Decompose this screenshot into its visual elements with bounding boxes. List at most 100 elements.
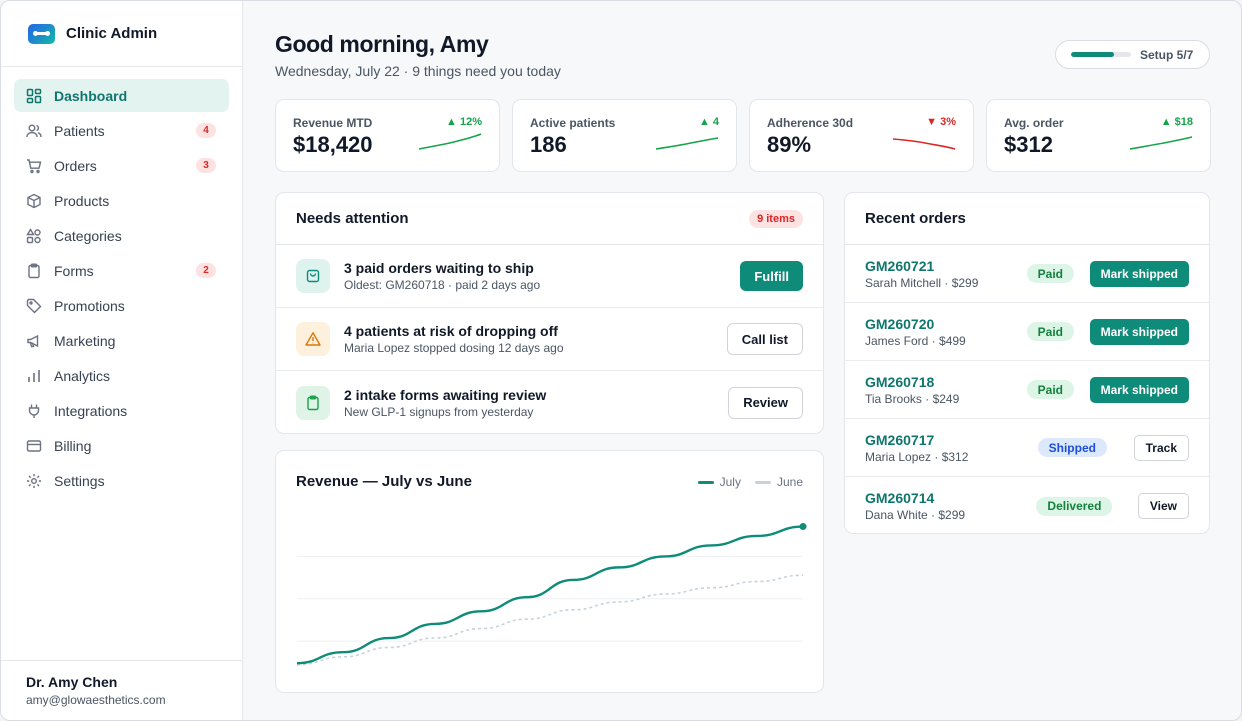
status-badge: Paid (1026, 380, 1074, 399)
tag-icon (26, 298, 42, 314)
order-row: GM260721 Sarah Mitchell · $299 Paid Mark … (845, 245, 1209, 303)
status-badge: Paid (1026, 322, 1074, 341)
attention-item: 2 intake forms awaiting review New GLP-1… (276, 371, 823, 433)
sidebar-item-categories[interactable]: Categories (14, 219, 229, 252)
kpi-label: Active patients (530, 116, 616, 130)
order-row: GM260717 Maria Lopez · $312 Shipped Track (845, 419, 1209, 477)
dashboard-icon (26, 88, 42, 104)
sidebar-item-patients[interactable]: Patients 4 (14, 114, 229, 147)
order-id-link[interactable]: GM260720 (865, 315, 935, 332)
order-customer: Sarah Mitchell · $299 (865, 275, 979, 290)
main-content: Good morning, Amy Wednesday, July 22 · 9… (243, 1, 1241, 720)
status-badge: Shipped (1037, 438, 1107, 457)
sidebar-item-label: Settings (54, 472, 105, 489)
legend-label: June (776, 475, 803, 489)
fulfill-button[interactable]: Fulfill (740, 261, 803, 291)
kpi-sparkline (655, 137, 719, 150)
sidebar-item-marketing[interactable]: Marketing (14, 324, 229, 357)
recent-orders-card: Recent orders GM260721 Sarah Mitchell · $… (844, 192, 1210, 534)
box-icon (26, 193, 42, 209)
attention-title: 2 intake forms awaiting review (344, 386, 547, 403)
kpi-card-revenue[interactable]: Revenue MTD $18,420 ▲ 12% (275, 99, 500, 172)
view-button[interactable]: View (1137, 493, 1189, 519)
order-customer: Dana White · $299 (865, 508, 966, 522)
kpi-delta: ▲ $18 (1160, 116, 1193, 128)
mark-shipped-button[interactable]: Mark shipped (1089, 318, 1189, 345)
attention-item: 3 paid orders waiting to ship Oldest: GM… (276, 245, 823, 308)
megaphone-icon (26, 333, 42, 349)
users-icon (26, 123, 42, 139)
series-line-july (296, 525, 804, 665)
mark-shipped-button[interactable]: Mark shipped (1089, 376, 1189, 403)
sidebar-item-settings[interactable]: Settings (14, 464, 229, 497)
sidebar-item-forms[interactable]: Forms 2 (14, 254, 229, 287)
order-id-link[interactable]: GM260717 (865, 431, 935, 448)
order-customer: James Ford · $499 (865, 333, 966, 348)
legend-label: July (719, 475, 741, 489)
revenue-line-chart (296, 523, 807, 666)
track-button[interactable]: Track (1133, 434, 1189, 461)
attention-title: 3 paid orders waiting to ship (344, 260, 534, 276)
attention-subtitle: New GLP-1 signups from yesterday (344, 404, 534, 419)
user-name: Dr. Amy Chen (26, 674, 118, 690)
kpi-value: $312 (1004, 132, 1053, 157)
sidebar-nav: Dashboard Patients 4 Orders 3 Products C… (1, 67, 242, 497)
order-customer: Tia Brooks · $249 (865, 391, 960, 406)
kpi-delta: ▲ 4 (698, 116, 719, 128)
sidebar-item-orders[interactable]: Orders 3 (14, 149, 229, 182)
sidebar-item-label: Analytics (54, 367, 111, 384)
kpi-card-avg-order[interactable]: Avg. order $312 ▲ $18 (986, 99, 1211, 172)
kpi-label: Avg. order (1004, 116, 1064, 130)
order-row: GM260720 James Ford · $499 Paid Mark ship… (845, 303, 1209, 361)
attention-subtitle: Maria Lopez stopped dosing 12 days ago (344, 341, 564, 355)
shopping-bag-icon (296, 259, 330, 293)
status-badge: Delivered (1036, 496, 1113, 516)
order-row: GM260718 Tia Brooks · $249 Paid Mark ship… (845, 361, 1209, 419)
revenue-chart-card: Revenue — July vs June July June (275, 450, 824, 693)
sidebar-item-label: Promotions (54, 297, 125, 314)
order-id-link[interactable]: GM260714 (865, 490, 935, 506)
review-button[interactable]: Review (728, 386, 803, 419)
kpi-sparkline (418, 133, 482, 150)
card-header: Recent orders (845, 193, 1209, 245)
brand[interactable]: Clinic Admin (1, 1, 242, 67)
clipboard-icon (296, 385, 330, 420)
kpi-row: Revenue MTD $18,420 ▲ 12% Active patient… (275, 99, 1211, 172)
sidebar-item-label: Forms (54, 262, 94, 279)
series-endpoint-july[interactable] (799, 523, 807, 531)
sidebar-item-label: Orders (54, 157, 97, 174)
legend-item-july[interactable]: July (697, 475, 741, 489)
kpi-delta: ▼ 3% (926, 116, 956, 128)
kpi-card-adherence[interactable]: Adherence 30d 89% ▼ 3% (749, 99, 974, 172)
sidebar-item-promotions[interactable]: Promotions (14, 289, 229, 322)
user-profile[interactable]: Dr. Amy Chen amy@glowaesthetics.com (1, 660, 242, 720)
mark-shipped-button[interactable]: Mark shipped (1089, 260, 1189, 287)
sidebar-item-billing[interactable]: Billing (14, 429, 229, 462)
kpi-label: Adherence 30d (767, 116, 854, 130)
sidebar-item-analytics[interactable]: Analytics (14, 359, 229, 392)
sidebar-item-dashboard[interactable]: Dashboard (14, 79, 229, 112)
page-subtitle: Wednesday, July 22 · 9 things need you t… (275, 63, 561, 79)
call-list-button[interactable]: Call list (726, 323, 803, 355)
sidebar-item-integrations[interactable]: Integrations (14, 394, 229, 427)
legend-item-june[interactable]: June (754, 475, 803, 489)
warning-icon (296, 322, 330, 356)
credit-card-icon (26, 438, 42, 454)
plug-icon (26, 403, 42, 419)
kpi-sparkline (892, 138, 956, 150)
count-badge: 4 (196, 123, 216, 138)
kpi-value: 186 (530, 132, 567, 157)
order-id-link[interactable]: GM260721 (865, 257, 935, 274)
order-customer: Maria Lopez · $312 (865, 449, 969, 464)
sidebar-item-products[interactable]: Products (14, 184, 229, 217)
status-badge: Paid (1026, 264, 1074, 283)
chart-title: Revenue — July vs June (296, 473, 472, 490)
sidebar-item-label: Billing (54, 437, 92, 454)
setup-progress-button[interactable]: Setup 5/7 (1055, 40, 1210, 69)
kpi-card-active-patients[interactable]: Active patients 186 ▲ 4 (512, 99, 737, 172)
order-id-link[interactable]: GM260718 (865, 373, 935, 390)
sidebar-item-label: Categories (54, 227, 122, 244)
cart-icon (26, 158, 42, 174)
chart-legend: July June (684, 475, 803, 489)
series-line-june (296, 574, 804, 666)
